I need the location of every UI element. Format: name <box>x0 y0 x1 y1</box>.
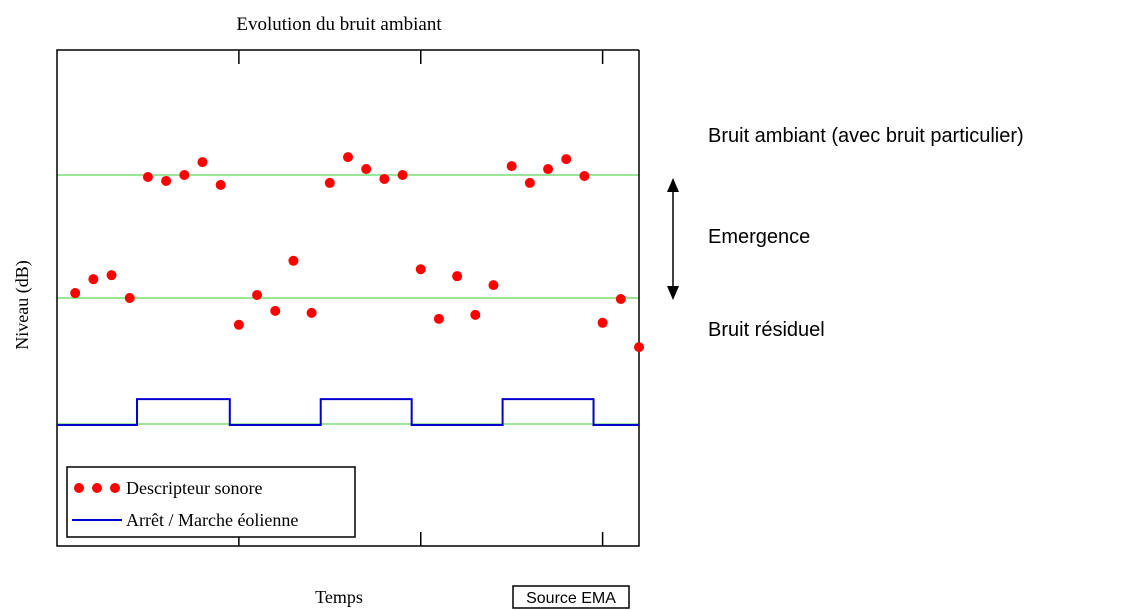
data-point <box>379 173 390 184</box>
data-point <box>70 288 81 299</box>
annotation: Bruit résiduel <box>708 319 825 341</box>
data-point <box>124 293 135 303</box>
data-point <box>252 290 263 301</box>
data-point <box>324 177 335 188</box>
data-point <box>142 171 153 182</box>
chart-title: Evolution du bruit ambiant <box>236 14 442 35</box>
data-point <box>433 313 444 324</box>
data-point <box>179 169 190 180</box>
step-line <box>57 398 639 426</box>
data-point <box>343 152 353 163</box>
data-point <box>361 164 372 175</box>
data-point <box>488 280 499 291</box>
legend-label: Descripteur sonore <box>126 478 262 498</box>
data-point <box>561 154 572 165</box>
legend-label: Arrêt / Marche éolienne <box>126 510 298 530</box>
data-point <box>306 307 317 318</box>
data-point <box>215 179 226 190</box>
legend-marker <box>92 483 102 493</box>
legend-marker <box>110 483 120 493</box>
data-point <box>161 175 172 186</box>
data-point <box>288 255 299 266</box>
data-point <box>634 342 644 353</box>
data-point <box>597 317 608 328</box>
x-axis-label: Temps <box>315 587 363 607</box>
data-point <box>543 164 554 175</box>
plot-frame <box>56 49 640 547</box>
source-box <box>512 585 630 609</box>
data-point <box>579 170 590 181</box>
y-axis-label: Niveau (dB) <box>12 260 33 349</box>
data-point <box>452 271 463 282</box>
legend-box <box>66 466 356 538</box>
data-point <box>88 274 99 285</box>
data-point <box>397 169 408 180</box>
data-point <box>470 309 481 320</box>
data-point <box>233 319 244 330</box>
data-point <box>415 264 426 275</box>
annotation: Bruit ambiant (avec bruit particulier) <box>708 125 1024 147</box>
data-point <box>615 293 626 304</box>
source: Source EMA <box>526 590 616 607</box>
data-point <box>506 161 517 172</box>
data-point <box>197 157 208 168</box>
emergence-arrow <box>667 178 679 300</box>
data-point <box>106 270 117 281</box>
data-point <box>270 305 281 316</box>
data-point <box>524 177 535 188</box>
legend-marker <box>74 483 84 493</box>
annotation: Emergence <box>708 226 810 248</box>
